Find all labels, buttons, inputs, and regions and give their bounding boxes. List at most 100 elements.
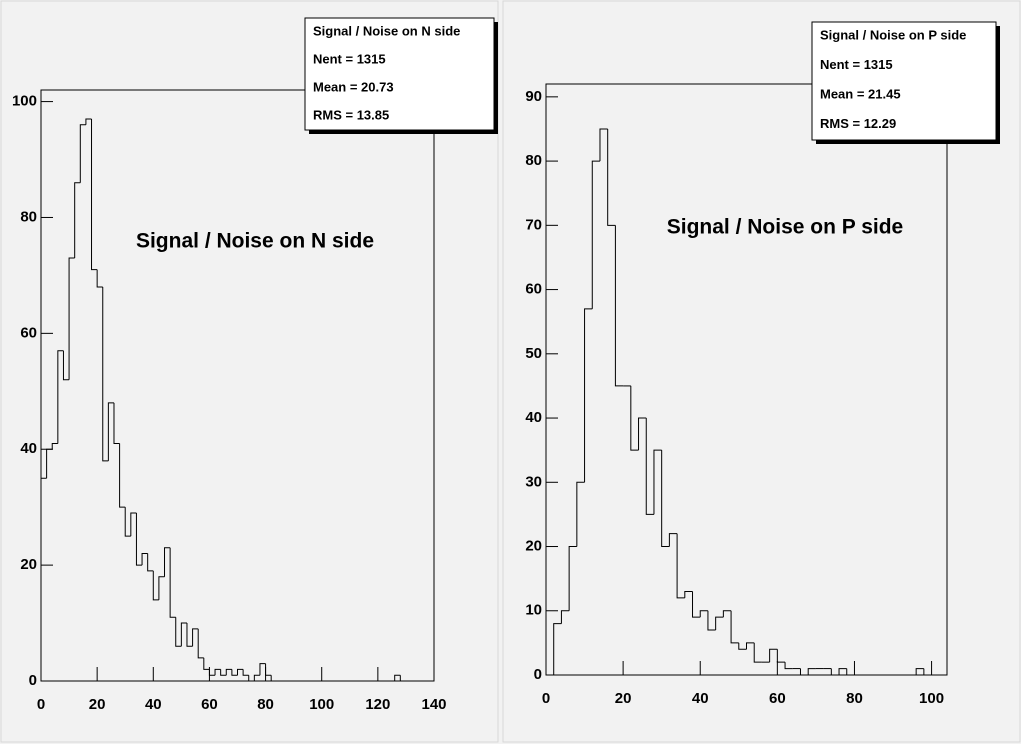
histogram-bin — [638, 417, 647, 451]
histogram-bin — [784, 662, 793, 670]
histogram-bin — [225, 668, 232, 676]
histogram-bin — [57, 350, 64, 444]
x-tick-label: 60 — [201, 696, 218, 713]
histogram-bin — [119, 443, 126, 508]
plot-title: Signal / Noise on P side — [667, 216, 904, 239]
histogram-bin — [270, 675, 277, 682]
histogram-bin — [124, 507, 131, 537]
histogram-bin — [203, 657, 210, 670]
histogram-bin — [237, 668, 244, 676]
stats-box — [811, 21, 997, 141]
histogram-bin — [102, 287, 109, 462]
histogram-bin — [668, 533, 678, 547]
x-tick-label: 120 — [365, 696, 390, 713]
histogram-bin — [186, 623, 193, 647]
histogram-bin — [630, 385, 639, 451]
histogram-bin — [85, 118, 92, 125]
histogram-bin — [91, 118, 98, 271]
x-tick-label: 20 — [615, 690, 632, 707]
histogram-bin — [591, 160, 600, 309]
histogram-bin — [607, 128, 616, 226]
histogram-bin — [738, 642, 747, 650]
y-tick-label: 60 — [525, 281, 542, 298]
stats-title: Signal / Noise on P side — [820, 27, 966, 42]
histogram-bin — [599, 128, 608, 162]
histogram-bin — [46, 448, 53, 479]
histogram-bin — [141, 553, 148, 566]
histogram-bin — [169, 547, 176, 618]
histogram-bin — [830, 668, 840, 676]
x-tick-label: 0 — [37, 696, 45, 713]
y-tick-label: 70 — [525, 216, 542, 233]
stats-entries: Nent = 1315 — [313, 51, 386, 66]
histogram-bin — [394, 674, 401, 681]
histogram-bin — [653, 449, 662, 515]
histogram-bin — [769, 648, 778, 663]
x-tick-label: 40 — [692, 690, 709, 707]
histogram-bin — [568, 546, 577, 611]
histogram-bin — [753, 642, 762, 663]
y-tick-label: 0 — [29, 672, 37, 689]
y-tick-label: 80 — [525, 152, 542, 169]
histogram-bin — [553, 623, 562, 675]
histogram-bin — [715, 616, 724, 631]
histogram-bin — [113, 402, 120, 444]
histogram-bin — [192, 628, 199, 647]
histogram-bin — [746, 642, 755, 650]
plot-frame — [545, 83, 948, 676]
histogram-bin — [220, 669, 227, 676]
histogram-bin — [923, 668, 932, 676]
x-tick-label: 0 — [542, 690, 550, 707]
histogram-bin — [730, 610, 739, 644]
histogram-bin — [799, 668, 809, 676]
histogram-bin — [584, 308, 593, 483]
histogram-bin — [265, 663, 272, 676]
y-tick-label: 100 — [12, 93, 37, 110]
histogram-bin — [180, 622, 187, 647]
y-tick-label: 20 — [20, 556, 37, 573]
histogram-bin — [846, 668, 855, 676]
histogram-bin — [74, 182, 81, 259]
histogram-bin — [68, 257, 75, 380]
histogram-bin — [51, 442, 58, 450]
stats-rms: RMS = 12.29 — [820, 116, 896, 131]
histogram-bin — [130, 512, 137, 537]
y-tick-label: 20 — [525, 537, 542, 554]
y-tick-label: 50 — [525, 345, 542, 362]
x-tick-label: 60 — [769, 690, 786, 707]
y-tick-label: 30 — [525, 473, 542, 490]
stats-entries: Nent = 1315 — [820, 57, 893, 72]
stats-box — [304, 17, 495, 131]
histogram-bin — [96, 269, 103, 288]
histogram-bin — [684, 590, 693, 598]
histogram-bin — [699, 610, 708, 618]
histogram-bin — [248, 675, 255, 682]
histogram-bin — [807, 668, 816, 675]
histogram-bin — [214, 668, 221, 676]
histogram-bin — [259, 663, 266, 676]
histogram-bin — [645, 418, 654, 515]
histogram-bin — [722, 610, 732, 618]
histogram-bin — [152, 570, 159, 601]
y-tick-label: 80 — [20, 208, 37, 225]
histogram-bin — [661, 450, 670, 548]
stats-title: Signal / Noise on N side — [313, 23, 460, 38]
y-tick-label: 40 — [525, 409, 542, 426]
histogram-bin — [197, 628, 204, 659]
stats-mean: Mean = 20.73 — [313, 79, 394, 94]
y-tick-label: 0 — [534, 666, 542, 683]
plot-title: Signal / Noise on N side — [136, 230, 374, 253]
histogram-bin — [692, 591, 701, 618]
x-tick-label: 20 — [89, 696, 106, 713]
histogram-bin — [62, 350, 70, 381]
y-tick-label: 10 — [525, 602, 542, 619]
histogram-bin — [147, 553, 154, 572]
x-tick-label: 40 — [145, 696, 162, 713]
histogram-bin — [175, 617, 182, 647]
y-tick-label: 40 — [20, 440, 37, 457]
histogram-bin — [707, 610, 716, 631]
histogram-bin — [242, 669, 249, 676]
histogram-bin — [253, 674, 260, 681]
histogram-bin — [560, 610, 570, 624]
